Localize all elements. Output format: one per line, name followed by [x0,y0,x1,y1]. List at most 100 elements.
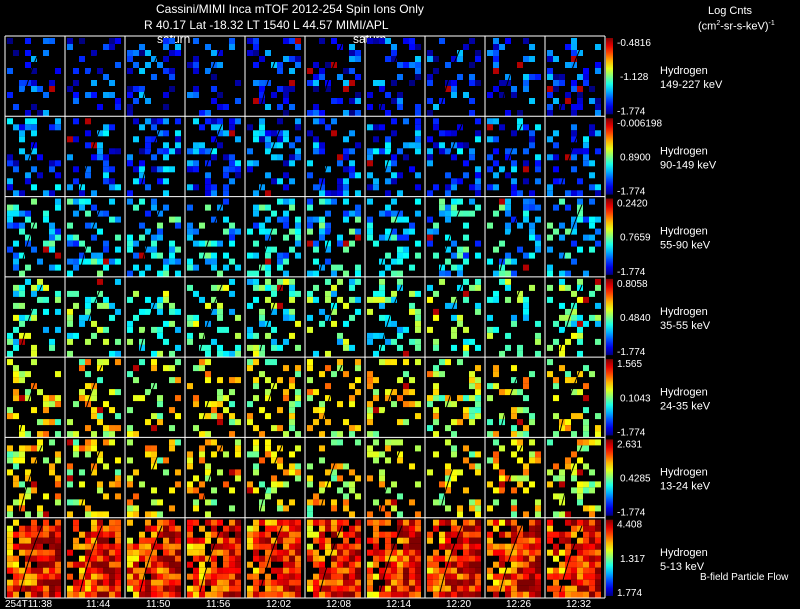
heatmap-cell [439,204,445,211]
heatmap-cell [187,184,193,191]
heatmap-cell [199,142,205,149]
heatmap-cell [193,38,199,44]
heatmap-cell [229,431,235,438]
heatmap-cell [469,591,475,598]
heatmap-cell [523,469,529,476]
heatmap-cell [439,493,445,500]
heatmap-cell [583,74,589,80]
heatmap-cell [49,561,55,568]
heatmap-cell [157,591,163,598]
heatmap-cell [517,579,523,586]
heatmap-cell [337,234,343,241]
heatmap-cell [325,469,331,476]
heatmap-cell [271,154,277,161]
heatmap-cell [235,531,241,538]
heatmap-cell [295,591,301,598]
heatmap-cell [427,585,433,592]
heatmap-cell [415,573,421,580]
heatmap-cell [583,487,589,494]
heatmap-cell [349,80,355,86]
heatmap-cell [247,561,253,568]
heatmap-cell [277,252,283,259]
heatmap-cell [577,469,583,476]
heatmap-cell [439,591,445,598]
heatmap-cell [583,579,589,586]
heatmap-cell [7,579,13,586]
heatmap-cell [385,445,391,452]
heatmap-cell [67,86,73,92]
heatmap-cell [73,537,79,544]
heatmap-cell [379,591,385,598]
colorbar-min-label: -1.774 [617,347,646,358]
heatmap-cell [529,519,535,526]
heatmap-cell [325,383,331,390]
heatmap-cell [109,350,115,357]
heatmap-cell [247,302,253,309]
energy-range-label: 55-90 keV [660,240,711,252]
heatmap-cell [133,252,139,259]
heatmap-cell [253,425,259,432]
heatmap-cell [55,585,61,592]
heatmap-cell [343,519,349,526]
heatmap-cell [67,439,73,446]
heatmap-cell [343,178,349,185]
heatmap-cell [577,350,583,357]
heatmap-cell [253,222,259,229]
bfield-curve [79,364,103,432]
heatmap-cell [19,543,25,550]
energy-range-label: 5-13 keV [660,561,705,573]
heatmap-cell [367,104,373,110]
heatmap-cell [205,204,211,211]
heatmap-cell [463,338,469,345]
heatmap-cell [277,377,283,384]
heatmap-cell [493,148,499,155]
heatmap-cell [193,475,199,482]
heatmap-cell [223,184,229,191]
heatmap-cell [403,350,409,357]
heatmap-cell [25,591,31,598]
heatmap-cell [31,573,37,580]
heatmap-cell [163,525,169,532]
heatmap-cell [559,561,565,568]
heatmap-cell [523,74,529,80]
colorbar [606,198,613,275]
heatmap-cell [355,377,361,384]
heatmap-cell [427,469,433,476]
heatmap-cell [499,469,505,476]
heatmap-cell [451,445,457,452]
heatmap-cell [457,74,463,80]
heatmap-cell [127,561,133,568]
heatmap-cell [349,549,355,556]
heatmap-cell [25,395,31,402]
heatmap-cell [307,198,313,205]
heatmap-cell [151,525,157,532]
heatmap-cell [559,234,565,241]
heatmap-cell [397,457,403,464]
heatmap-cell [415,413,421,420]
heatmap-cell [97,525,103,532]
heatmap-cell [115,184,121,191]
heatmap-cell [517,481,523,488]
heatmap-cell [139,92,145,98]
heatmap-cell [325,124,331,131]
heatmap-cell [193,160,199,167]
heatmap-cell [151,365,157,372]
heatmap-cell [127,50,133,56]
heatmap-cell [115,543,121,550]
heatmap-cell [367,160,373,167]
heatmap-cell [55,525,61,532]
heatmap-cell [343,537,349,544]
heatmap-panel [247,359,301,438]
heatmap-panel [547,519,601,598]
heatmap-cell [457,555,463,562]
heatmap-cell [211,573,217,580]
heatmap-panel [247,198,301,277]
heatmap-cell [409,499,415,506]
heatmap-cell [193,543,199,550]
heatmap-cell [493,383,499,390]
heatmap-cell [253,579,259,586]
heatmap-cell [337,475,343,482]
heatmap-cell [115,573,121,580]
heatmap-cell [379,451,385,458]
heatmap-cell [511,377,517,384]
